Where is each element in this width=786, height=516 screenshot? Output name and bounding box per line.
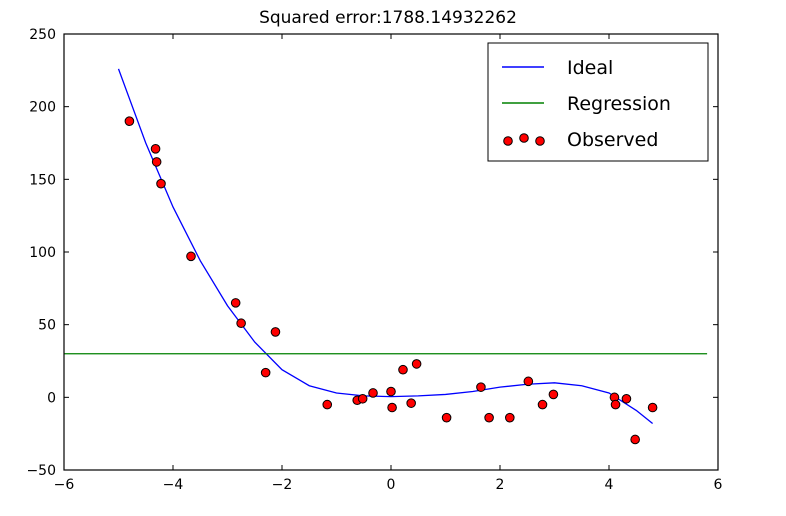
data-point-observed bbox=[156, 178, 166, 189]
data-point-observed bbox=[621, 393, 632, 404]
data-point-observed bbox=[151, 157, 162, 167]
y-tick-label: 50 bbox=[38, 318, 56, 334]
legend: Ideal Regression Observed bbox=[487, 42, 709, 162]
data-point-observed bbox=[537, 399, 548, 410]
data-point-observed bbox=[150, 144, 161, 154]
x-tick-label: −2 bbox=[272, 477, 293, 493]
legend-label-ideal: Ideal bbox=[567, 57, 613, 79]
legend-label-observed: Observed bbox=[567, 129, 658, 151]
data-point-observed bbox=[124, 116, 135, 126]
x-tick-label: 0 bbox=[387, 477, 396, 493]
legend-label-regression: Regression bbox=[567, 93, 671, 115]
data-point-observed bbox=[476, 382, 486, 392]
data-point-observed bbox=[270, 327, 281, 337]
data-point-observed bbox=[647, 402, 658, 413]
series-ideal-line bbox=[117, 68, 654, 424]
y-tick-label: −50 bbox=[26, 463, 56, 479]
data-point-observed bbox=[484, 412, 494, 423]
data-point-observed bbox=[357, 393, 368, 404]
data-point-observed bbox=[186, 251, 196, 262]
data-point-observed bbox=[387, 402, 397, 413]
y-tick-label: 150 bbox=[29, 172, 56, 188]
y-tick-label: 250 bbox=[29, 27, 56, 43]
x-tick-label: 6 bbox=[714, 477, 723, 493]
data-point-observed bbox=[548, 389, 559, 400]
data-point-observed bbox=[386, 386, 396, 397]
data-point-observed bbox=[630, 434, 640, 445]
x-tick-label: −6 bbox=[54, 477, 75, 493]
y-tick-label: 200 bbox=[29, 100, 56, 116]
data-point-observed bbox=[441, 412, 452, 423]
y-tick-label: 0 bbox=[47, 390, 56, 406]
data-point-observed bbox=[230, 298, 241, 308]
data-point-observed bbox=[505, 412, 515, 423]
axes: −6 −4 −2 0 2 4 6 −50 0 50 100 150 200 250 bbox=[26, 27, 722, 493]
data-point-observed bbox=[322, 399, 333, 410]
legend-swatch-observed bbox=[535, 136, 545, 146]
y-tick-label: 100 bbox=[29, 245, 56, 261]
plot-area bbox=[64, 68, 708, 445]
data-point-observed bbox=[610, 399, 621, 410]
data-point-observed bbox=[368, 388, 378, 398]
data-point-observed bbox=[260, 367, 271, 378]
legend-swatch-observed bbox=[503, 136, 513, 146]
data-point-observed bbox=[523, 376, 534, 387]
data-point-observed bbox=[411, 359, 422, 369]
chart-title: Squared error:1788.14932262 bbox=[259, 8, 517, 28]
x-tick-label: 2 bbox=[496, 477, 505, 493]
data-point-observed bbox=[398, 364, 408, 375]
legend-swatch-observed bbox=[519, 133, 529, 143]
data-point-observed bbox=[236, 318, 246, 329]
data-point-observed bbox=[406, 398, 416, 408]
x-tick-label: 4 bbox=[605, 477, 614, 493]
x-tick-label: −4 bbox=[163, 477, 184, 493]
